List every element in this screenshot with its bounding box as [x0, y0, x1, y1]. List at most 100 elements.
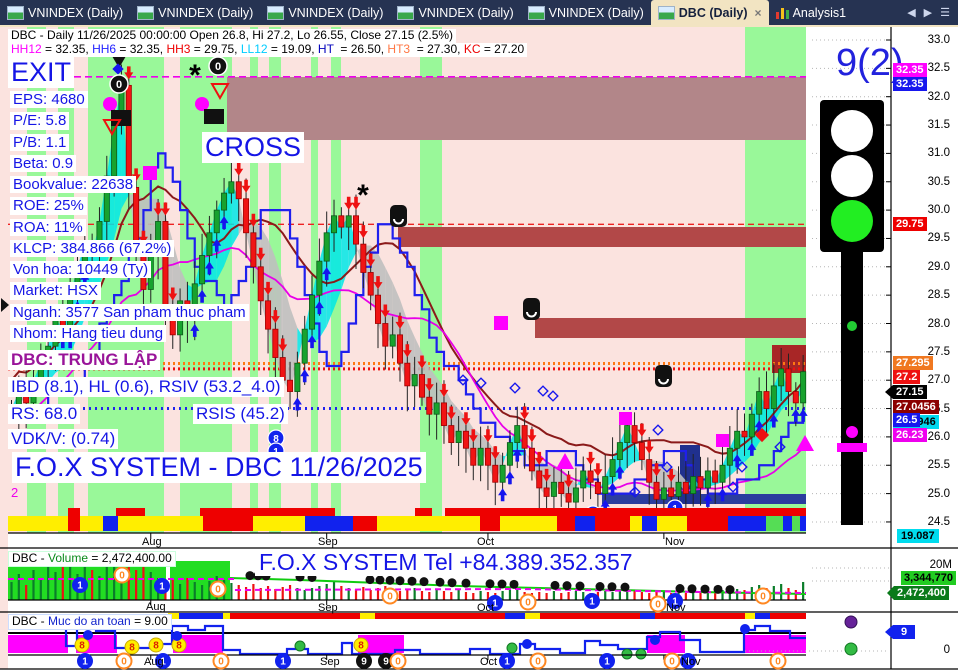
svg-text:1: 1 — [160, 657, 166, 668]
svg-text:1: 1 — [82, 657, 88, 668]
trend-status-label: DBC: TRUNG LẬP — [8, 350, 161, 370]
price-scale-label: 29.0 — [927, 260, 950, 273]
scroll-tabs-left-icon[interactable]: ◀ — [907, 7, 916, 19]
price-level-tag: 27.0456 — [893, 399, 939, 414]
safety-level-arrow — [885, 625, 893, 639]
svg-text:1: 1 — [685, 657, 691, 668]
roa-row: ROA: 11% — [10, 218, 86, 236]
fundamentals-panel: EPS: 4680 P/E: 5.8 P/B: 1.1 Beta: 0.9 Bo… — [10, 91, 249, 342]
cross-annotation: CROSS — [202, 132, 305, 164]
tab-label: VNINDEX (Daily) — [418, 5, 514, 20]
vdkv-label: VDK/V: (0.74) — [8, 429, 119, 449]
svg-text:1: 1 — [672, 597, 678, 608]
price-scale-label: 31.0 — [927, 147, 950, 160]
tab-vnindex-4[interactable]: VNINDEX (Daily) — [390, 0, 520, 25]
safety-month-oct: Oct — [480, 656, 498, 668]
tab-bar: VNINDEX (Daily) VNINDEX (Daily) VNINDEX … — [0, 0, 958, 25]
pe-row: P/E: 5.8 — [10, 112, 70, 130]
tab-vnindex-1[interactable]: VNINDEX (Daily) — [0, 0, 130, 25]
svg-text:0: 0 — [669, 657, 675, 668]
axis-month-oct: Oct — [477, 536, 495, 548]
vol-month-oct: Oct — [477, 602, 495, 614]
axis-month-sep: Sep — [318, 536, 338, 548]
pb-row: P/B: 1.1 — [10, 133, 70, 151]
ll12-label: LL12 = 19.09, — [240, 42, 318, 56]
svg-text:1: 1 — [492, 599, 498, 610]
price-level-tag: 32.35 — [893, 76, 927, 91]
vonhoa-row: Von hoa: 10449 (Ty) — [10, 261, 152, 279]
svg-text:1: 1 — [159, 582, 165, 593]
count-label: 2 — [11, 485, 19, 500]
svg-text:0: 0 — [395, 657, 401, 668]
vol-month-nov: Nov — [666, 602, 686, 614]
chart-thumbnail-icon — [397, 5, 415, 20]
price-level-tag: 32.35 — [893, 62, 927, 77]
close-tab-icon[interactable]: × — [754, 5, 762, 20]
price-level-tag: 27.2 — [893, 369, 921, 384]
volume-cur-arrow — [887, 586, 894, 600]
safety-title: DBC - Muc do an toan = 9.00 — [8, 614, 172, 630]
tab-vnindex-5[interactable]: VNINDEX (Daily) — [521, 0, 651, 25]
price-level-tag: 26.5 — [893, 412, 921, 427]
svg-text:1: 1 — [77, 581, 83, 592]
svg-text:1: 1 — [589, 597, 595, 608]
rsis-label: RSIS (45.2) — [193, 404, 288, 424]
chart-thumbnail-icon — [657, 5, 675, 20]
tab-accent-strip — [0, 25, 958, 27]
tab-label: DBC (Daily) — [678, 5, 748, 20]
volume-current-tag: 2,472,400 — [894, 586, 949, 600]
analysis-icon — [775, 7, 789, 19]
svg-text:0: 0 — [215, 61, 221, 73]
kc-label: KC = 27.20 — [463, 42, 525, 56]
price-scale-label: 28.0 — [927, 317, 950, 330]
tab-label: VNINDEX (Daily) — [28, 5, 124, 20]
hh12-label: HH12 = 32.35, — [11, 42, 93, 56]
price-level-tag: 27.295 — [893, 356, 933, 371]
svg-text:*: * — [357, 179, 369, 212]
price-scale-label: 31.5 — [927, 119, 950, 132]
ht3-label: HT3 = 27.30, — [387, 42, 464, 56]
tab-label: VNINDEX (Daily) — [158, 5, 254, 20]
tab-dbc-active[interactable]: DBC (Daily) × — [650, 0, 769, 25]
indicator-values-line: HH12 = 32.35, HH6 = 32.35, HH3 = 29.75, … — [8, 42, 528, 57]
ibd-hl-rsiv-label: IBD (8.1), HL (0.6), RSIV (53.2_4.0) — [8, 377, 284, 397]
fox-tel-banner: F.O.X SYSTEM Tel +84.389.352.357 — [255, 549, 637, 576]
rs-label: RS: 68.0 — [8, 404, 81, 424]
exit-annotation: EXIT — [8, 57, 75, 89]
axis-month-nov: Nov — [665, 536, 685, 548]
svg-text:8: 8 — [273, 434, 279, 445]
klcp-row: KLCP: 384.866 (67.2%) — [10, 239, 175, 257]
price-level-tag: 29.75 — [893, 217, 927, 232]
price-scale-label: 28.5 — [927, 289, 950, 302]
signal-count-label: 9(2) — [836, 42, 904, 84]
tab-vnindex-2[interactable]: VNINDEX (Daily) — [130, 0, 260, 25]
chart-thumbnail-icon — [7, 5, 24, 20]
svg-text:8: 8 — [358, 641, 364, 652]
tab-analysis1[interactable]: Analysis1 — [769, 0, 854, 25]
price-scale-label: 24.5 — [927, 515, 950, 528]
svg-text:*: * — [189, 59, 201, 92]
svg-text:8: 8 — [79, 641, 85, 652]
svg-text:0: 0 — [119, 571, 125, 582]
nganh-row: Nganh: 3577 San pham thuc pham — [10, 303, 249, 321]
volume-title: DBC - Volume = 2,472,400.00 — [8, 551, 176, 567]
price-level-tag: 26.23 — [893, 427, 927, 442]
volume-scale-top: 20M — [929, 559, 952, 571]
svg-text:0: 0 — [387, 592, 393, 603]
svg-text:0: 0 — [525, 598, 531, 609]
svg-text:0: 0 — [121, 657, 127, 668]
price-scale-label: 27.0 — [927, 374, 950, 387]
market-row: Market: HSX — [10, 282, 102, 300]
beta-row: Beta: 0.9 — [10, 154, 77, 172]
price-scale-label: 26.0 — [927, 430, 950, 443]
price-scale-label: 32.0 — [927, 90, 950, 103]
price-scale-label: 32.5 — [927, 62, 950, 75]
tab-vnindex-3[interactable]: VNINDEX (Daily) — [260, 0, 390, 25]
price-scale-label: 25.0 — [927, 487, 950, 500]
tab-menu-icon[interactable]: ☰ — [940, 7, 950, 19]
chart-thumbnail-icon — [267, 5, 285, 20]
scroll-tabs-right-icon[interactable]: ▶ — [923, 7, 933, 19]
safety-level-tag: 9 — [893, 625, 915, 639]
svg-text:8: 8 — [129, 643, 135, 654]
fox-system-banner: F.O.X SYSTEM - DBC 11/26/2025 — [12, 452, 426, 484]
